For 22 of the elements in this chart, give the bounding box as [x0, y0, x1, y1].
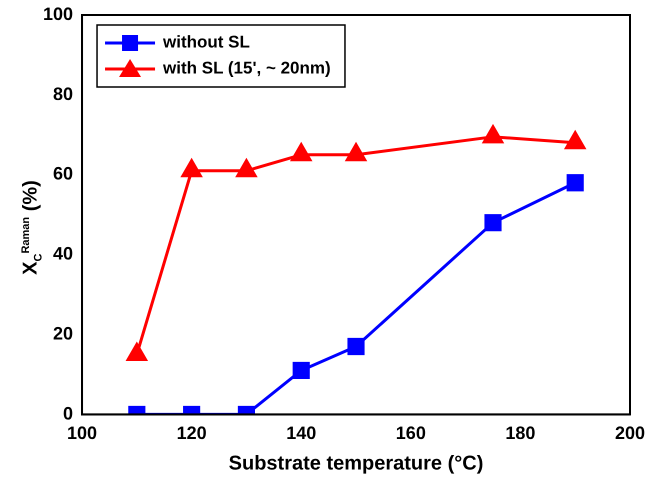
legend-label: without SL — [162, 32, 250, 52]
y-tick-label: 0 — [63, 403, 74, 424]
y-tick-label: 80 — [53, 84, 74, 104]
x-tick-label: 160 — [396, 423, 426, 444]
x-tick-label: 140 — [286, 423, 316, 444]
x-axis-title: Substrate temperature (°C) — [228, 452, 484, 475]
legend-label: with SL (15', ~ 20nm) — [162, 58, 331, 78]
point — [565, 131, 586, 150]
point — [346, 143, 366, 162]
point — [181, 159, 202, 178]
x-tick-label: 100 — [67, 423, 98, 444]
x-tick-label: 180 — [505, 423, 536, 444]
y-tick-label: 60 — [53, 164, 74, 184]
x-tick-label: 200 — [614, 423, 646, 444]
point — [236, 159, 257, 178]
point — [291, 143, 312, 162]
y-tick-label: 20 — [53, 323, 74, 344]
y-tick-label: 40 — [53, 244, 74, 264]
point — [126, 342, 147, 361]
x-tick-label: 120 — [176, 423, 207, 444]
y-tick-label: 100 — [42, 4, 74, 24]
point — [482, 125, 504, 144]
